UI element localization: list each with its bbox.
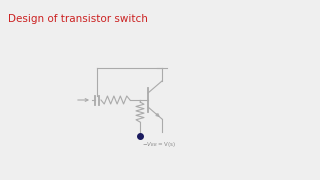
Text: $-V_{BB}$ = V(s): $-V_{BB}$ = V(s) [142, 140, 176, 149]
Text: Design of transistor switch: Design of transistor switch [8, 14, 148, 24]
